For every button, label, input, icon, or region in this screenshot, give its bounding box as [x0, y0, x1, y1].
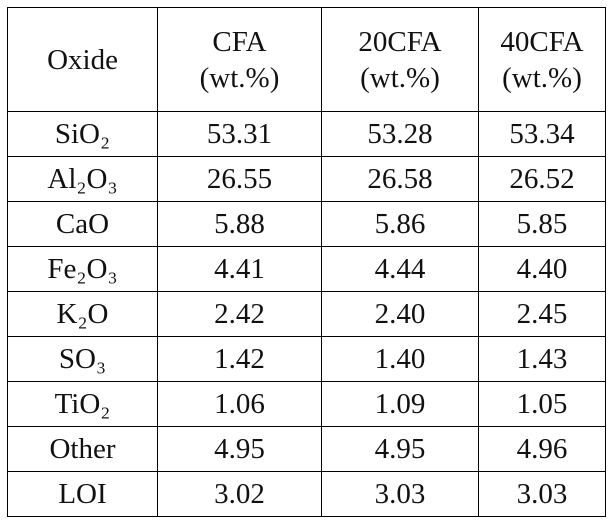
value-cell: 53.31	[157, 111, 322, 157]
value-cell: 53.34	[478, 111, 606, 157]
header-cell: CFA (wt.%)	[157, 7, 322, 112]
value-cell: 1.06	[157, 381, 322, 427]
oxide-name: Al₂O₃	[7, 156, 158, 202]
oxide-name: CaO	[7, 201, 158, 247]
oxide-name: SiO₂	[7, 111, 158, 157]
header-text: (wt.%)	[199, 61, 280, 94]
value-cell: 26.55	[157, 156, 322, 202]
header-text: Oxide	[47, 43, 118, 76]
value-cell: 3.03	[321, 471, 479, 517]
table-row: Fe₂O₃ 4.41 4.44 4.40	[7, 246, 606, 292]
value-cell: 1.42	[157, 336, 322, 382]
value-cell: 2.42	[157, 291, 322, 337]
header-text: 40CFA	[500, 25, 584, 58]
value-cell: 26.52	[478, 156, 606, 202]
value-cell: 1.09	[321, 381, 479, 427]
table-row: CaO 5.88 5.86 5.85	[7, 201, 606, 247]
value-cell: 4.41	[157, 246, 322, 292]
value-cell: 4.95	[157, 426, 322, 472]
table-row: SO₃ 1.42 1.40 1.43	[7, 336, 606, 382]
value-cell: 4.95	[321, 426, 479, 472]
value-cell: 2.40	[321, 291, 479, 337]
oxide-name: LOI	[7, 471, 158, 517]
header-row: Oxide CFA (wt.%) 20CFA (wt.%) 40CFA (wt.%)	[7, 7, 606, 112]
header-text: CFA	[212, 25, 267, 58]
header-cell: Oxide	[7, 7, 158, 112]
table-body: SiO₂ 53.31 53.28 53.34 Al₂O₃ 26.55 26.58 26.52 C…	[7, 111, 606, 517]
value-cell: 4.44	[321, 246, 479, 292]
value-cell: 4.40	[478, 246, 606, 292]
value-cell: 5.88	[157, 201, 322, 247]
header-text: 20CFA	[358, 25, 442, 58]
oxide-name: SO₃	[7, 336, 158, 382]
table-row: LOI 3.02 3.03 3.03	[7, 471, 606, 517]
oxide-name: TiO₂	[7, 381, 158, 427]
value-cell: 5.85	[478, 201, 606, 247]
value-cell: 53.28	[321, 111, 479, 157]
header-cell: 40CFA (wt.%)	[478, 7, 606, 112]
value-cell: 1.40	[321, 336, 479, 382]
oxide-name: K₂O	[7, 291, 158, 337]
header-text: (wt.%)	[502, 61, 582, 94]
value-cell: 1.05	[478, 381, 606, 427]
table-row: Other 4.95 4.95 4.96	[7, 426, 606, 472]
table-row: Al₂O₃ 26.55 26.58 26.52	[7, 156, 606, 202]
value-cell: 3.02	[157, 471, 322, 517]
value-cell: 3.03	[478, 471, 606, 517]
value-cell: 1.43	[478, 336, 606, 382]
value-cell: 5.86	[321, 201, 479, 247]
table-row: SiO₂ 53.31 53.28 53.34	[7, 111, 606, 157]
oxide-table: Oxide CFA (wt.%) 20CFA (wt.%) 40CFA (wt.%) SiO…	[7, 7, 606, 517]
oxide-name: Other	[7, 426, 158, 472]
header-cell: 20CFA (wt.%)	[321, 7, 479, 112]
value-cell: 4.96	[478, 426, 606, 472]
table-row: K₂O 2.42 2.40 2.45	[7, 291, 606, 337]
value-cell: 26.58	[321, 156, 479, 202]
table-row: TiO₂ 1.06 1.09 1.05	[7, 381, 606, 427]
header-text: (wt.%)	[360, 61, 440, 94]
oxide-name: Fe₂O₃	[7, 246, 158, 292]
value-cell: 2.45	[478, 291, 606, 337]
